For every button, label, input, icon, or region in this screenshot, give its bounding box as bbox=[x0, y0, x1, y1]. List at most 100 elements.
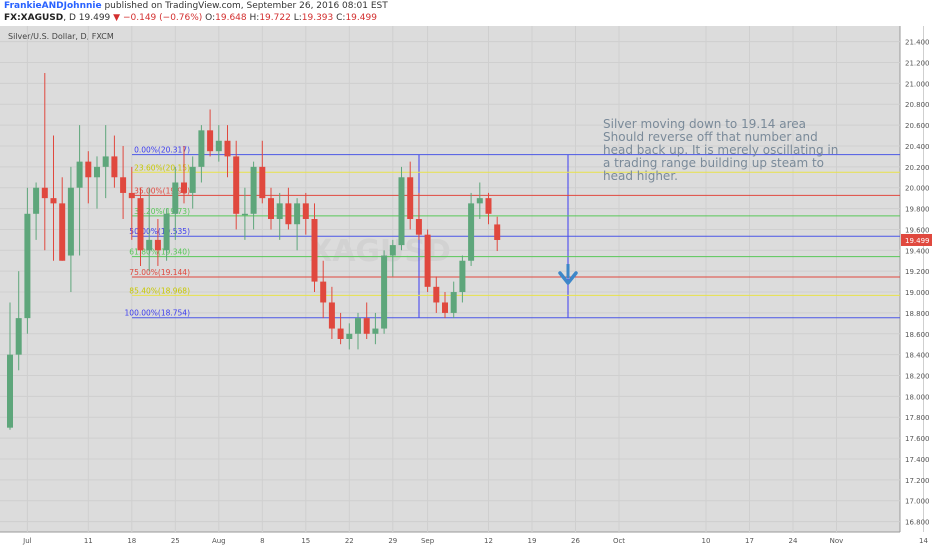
annotation-line: Should reverse off that number and bbox=[603, 130, 818, 144]
x-tick-label: 18 bbox=[127, 537, 136, 545]
x-tick-label: 17 bbox=[745, 537, 754, 545]
candle-body bbox=[120, 177, 127, 193]
candle-body bbox=[215, 140, 222, 152]
y-tick-label: 19.200 bbox=[905, 268, 930, 276]
candle-body bbox=[189, 166, 196, 193]
fib-level-label: 23.60%(20.15) bbox=[134, 163, 190, 172]
candle-body bbox=[337, 328, 344, 339]
price-change: −0.149 (−0.76%) bbox=[122, 13, 203, 23]
open-label: O: bbox=[205, 13, 216, 23]
y-tick-label: 19.800 bbox=[905, 206, 930, 214]
y-tick-label: 19.000 bbox=[905, 289, 930, 297]
candle-body bbox=[259, 166, 266, 199]
y-tick-label: 17.400 bbox=[905, 456, 930, 464]
candle-body bbox=[94, 166, 100, 178]
candle-body bbox=[442, 302, 448, 313]
candle-body bbox=[372, 328, 379, 334]
close-value: 19.499 bbox=[345, 13, 377, 23]
candle-body bbox=[459, 260, 466, 293]
candle-body bbox=[311, 219, 318, 282]
y-tick-label: 21.000 bbox=[905, 80, 930, 88]
candle-body bbox=[407, 177, 414, 220]
last-price: 19.499 bbox=[78, 13, 111, 23]
chart-area[interactable]: Silver/U.S. Dollar, D, FXCM XAGUSD 21.40… bbox=[0, 26, 932, 550]
x-tick-label: 8 bbox=[260, 537, 264, 545]
candle-body bbox=[50, 198, 57, 204]
change-down-icon: ▼ bbox=[113, 13, 121, 23]
price-axis[interactable] bbox=[900, 26, 932, 550]
y-tick-label: 21.200 bbox=[905, 60, 930, 68]
candle-body bbox=[363, 318, 370, 334]
x-tick-label: Sep bbox=[421, 537, 435, 545]
x-tick-label: 11 bbox=[84, 537, 93, 545]
candle-body bbox=[381, 255, 388, 329]
y-tick-label: 18.000 bbox=[905, 393, 930, 401]
fibonacci-retracement[interactable]: 0.00%(20.317) 23.60%(20.15) 35.00%(19.92) 3… bbox=[125, 146, 900, 319]
symbol-name: FX:XAGUSD bbox=[4, 13, 64, 23]
annotation-line: head higher. bbox=[603, 169, 678, 183]
interval-label: D bbox=[68, 13, 76, 23]
time-axis[interactable] bbox=[0, 532, 900, 550]
y-tick-label: 20.400 bbox=[905, 143, 930, 151]
x-tick-label: Oct bbox=[613, 537, 625, 545]
y-tick-label: 18.600 bbox=[905, 331, 930, 339]
x-tick-label: 10 bbox=[702, 537, 711, 545]
candle-body bbox=[128, 192, 135, 199]
open-value: 19.648 bbox=[215, 13, 247, 23]
x-axis-ticks: Jul 11 18 25 Aug 8 15 22 29 Sep 12 19 26 Oct 10 17 24 Nov… bbox=[22, 537, 928, 545]
candle-body bbox=[398, 177, 405, 246]
y-tick-label: 16.800 bbox=[905, 519, 930, 527]
y-tick-label: 19.400 bbox=[905, 247, 930, 255]
x-tick-label: Aug bbox=[212, 537, 226, 545]
grid bbox=[0, 26, 924, 532]
candle-body bbox=[7, 354, 13, 428]
candle-body bbox=[111, 156, 118, 178]
y-tick-label: 21.400 bbox=[905, 39, 930, 47]
y-tick-label: 18.200 bbox=[905, 373, 930, 381]
y-tick-label: 20.600 bbox=[905, 122, 930, 130]
x-tick-label: Jul bbox=[22, 537, 32, 545]
fib-level-label: 0.00%(20.317) bbox=[134, 146, 190, 155]
x-tick-label: 12 bbox=[484, 537, 493, 545]
y-tick-label: 17.200 bbox=[905, 477, 930, 485]
x-tick-label: 22 bbox=[345, 537, 354, 545]
candle-body bbox=[476, 198, 483, 204]
candle-body bbox=[494, 224, 501, 240]
low-label: L: bbox=[293, 13, 302, 23]
y-tick-label: 17.600 bbox=[905, 435, 930, 443]
candle-body bbox=[15, 318, 22, 355]
candles bbox=[7, 72, 501, 430]
x-tick-label: 14 bbox=[919, 537, 928, 545]
fib-level-label: 75.00%(19.144) bbox=[129, 268, 190, 277]
y-tick-label: 17.000 bbox=[905, 498, 930, 506]
down-arrow-icon[interactable] bbox=[558, 264, 578, 285]
fib-level-label: 35.00%(19.92) bbox=[134, 186, 190, 195]
close-label: C: bbox=[336, 13, 346, 23]
candle-body bbox=[76, 161, 83, 188]
candlestick-chart[interactable]: Silver/U.S. Dollar, D, FXCM XAGUSD 21.40… bbox=[0, 26, 932, 550]
candle-body bbox=[198, 130, 205, 167]
candle-body bbox=[450, 292, 457, 313]
candle-body bbox=[154, 239, 161, 251]
x-tick-label: 29 bbox=[388, 537, 397, 545]
candle-body bbox=[415, 219, 422, 235]
candle-body bbox=[181, 182, 187, 193]
author-link[interactable]: FrankieANDJohnnie bbox=[4, 1, 102, 11]
x-tick-label: 26 bbox=[571, 537, 580, 545]
candle-body bbox=[146, 239, 153, 251]
candle-body bbox=[224, 140, 231, 157]
candle-body bbox=[268, 198, 274, 220]
candle-body bbox=[355, 318, 361, 334]
y-tick-label: 20.800 bbox=[905, 101, 930, 109]
candle-body bbox=[67, 187, 74, 256]
price-tag-box bbox=[901, 233, 932, 246]
candle-body bbox=[102, 156, 109, 167]
candle-body bbox=[433, 286, 440, 303]
y-tick-label: 20.000 bbox=[905, 185, 930, 193]
candle-body bbox=[233, 156, 240, 214]
candle-body bbox=[250, 166, 257, 214]
candle-body bbox=[172, 182, 179, 214]
low-value: 19.393 bbox=[301, 13, 334, 23]
y-tick-label: 19.600 bbox=[905, 226, 930, 234]
